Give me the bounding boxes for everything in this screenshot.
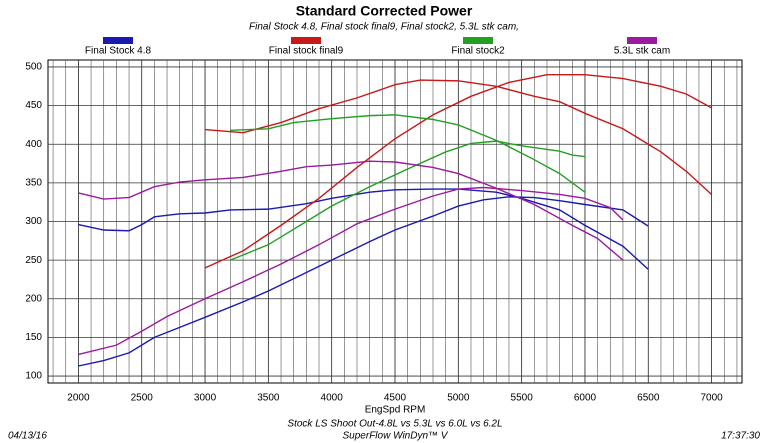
legend-label: Final stock final9 [269, 46, 344, 57]
legend-swatch [291, 37, 321, 44]
x-tick-label: 3000 [194, 393, 217, 404]
legend-label: Final Stock 4.8 [85, 46, 152, 57]
y-tick-label: 200 [25, 293, 42, 304]
x-tick-label: 2000 [67, 393, 90, 404]
x-tick-label: 3500 [257, 393, 280, 404]
x-tick-label: 5500 [511, 393, 534, 404]
y-tick-label: 500 [25, 62, 42, 73]
legend-swatch [627, 37, 657, 44]
legend-label: Final stock2 [451, 46, 505, 57]
footer-line: SuperFlow WinDyn™ V [343, 431, 449, 442]
power-curve [78, 196, 649, 367]
y-tick-label: 400 [25, 139, 42, 150]
footer-line: Stock LS Shoot Out-4.8L vs 5.3L vs 6.0L … [287, 419, 502, 430]
x-tick-label: 2500 [131, 393, 154, 404]
power-curve [204, 73, 712, 269]
x-tick-label: 6000 [574, 393, 597, 404]
power-curve [230, 114, 586, 193]
power-curve [230, 140, 586, 261]
power-curve [204, 79, 713, 195]
x-tick-label: 4000 [321, 393, 344, 404]
y-tick-label: 100 [25, 371, 42, 382]
x-tick-label: 6500 [637, 393, 660, 404]
y-tick-label: 350 [25, 178, 42, 189]
chart-subtitle: Final Stock 4.8, Final stock final9, Fin… [249, 22, 519, 33]
legend-label: 5.3L stk cam [614, 46, 670, 57]
x-tick-label: 4500 [384, 393, 407, 404]
y-tick-label: 300 [25, 216, 42, 227]
y-tick-label: 150 [25, 332, 42, 343]
legend-swatch [463, 37, 493, 44]
y-tick-label: 250 [25, 255, 42, 266]
power-curve [78, 160, 624, 261]
legend-swatch [103, 37, 133, 44]
date: 04/13/16 [8, 431, 47, 442]
x-tick-label: 5000 [447, 393, 470, 404]
time: 17:37:30 [721, 431, 760, 442]
x-axis-label: EngSpd RPM [365, 405, 426, 416]
x-tick-label: 7000 [700, 393, 723, 404]
chart-title: Standard Corrected Power [296, 3, 473, 19]
y-tick-label: 450 [25, 100, 42, 111]
power-curve [78, 186, 624, 356]
power-curve [78, 188, 649, 270]
